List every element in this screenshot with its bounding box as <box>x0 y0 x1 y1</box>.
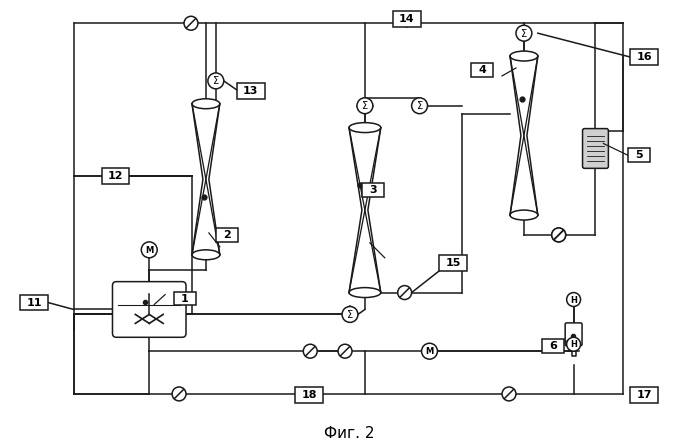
Text: 16: 16 <box>636 52 652 62</box>
Circle shape <box>502 387 516 401</box>
Text: 18: 18 <box>301 390 317 400</box>
Text: 17: 17 <box>636 390 652 400</box>
Text: 3: 3 <box>369 185 377 195</box>
Circle shape <box>552 228 565 242</box>
FancyBboxPatch shape <box>113 282 186 337</box>
Text: 2: 2 <box>223 230 231 240</box>
Circle shape <box>412 98 428 114</box>
Circle shape <box>398 286 412 300</box>
Ellipse shape <box>192 99 219 109</box>
Bar <box>628 148 650 162</box>
Text: 6: 6 <box>549 341 556 351</box>
Circle shape <box>552 228 565 242</box>
Text: 4: 4 <box>478 65 486 75</box>
FancyBboxPatch shape <box>582 129 608 168</box>
Circle shape <box>208 73 224 89</box>
Text: M: M <box>145 246 153 255</box>
Bar <box>237 83 264 99</box>
Circle shape <box>567 337 581 351</box>
Circle shape <box>303 344 317 358</box>
Text: 12: 12 <box>108 171 123 181</box>
Circle shape <box>342 306 358 323</box>
Bar <box>20 294 48 310</box>
Circle shape <box>184 16 198 30</box>
Text: H: H <box>570 296 577 305</box>
Text: 15: 15 <box>446 258 461 268</box>
Text: Σ: Σ <box>521 29 527 39</box>
Circle shape <box>141 242 157 258</box>
Ellipse shape <box>349 123 381 133</box>
Text: H: H <box>570 340 577 349</box>
Bar <box>362 183 384 197</box>
Bar <box>101 168 129 184</box>
Bar <box>630 49 658 65</box>
Text: Σ: Σ <box>417 101 423 111</box>
Ellipse shape <box>510 210 538 220</box>
Bar <box>471 63 493 77</box>
Ellipse shape <box>510 51 538 61</box>
Bar <box>630 387 658 403</box>
Circle shape <box>516 25 532 41</box>
Text: 13: 13 <box>243 86 259 96</box>
Text: Σ: Σ <box>362 101 368 111</box>
Bar <box>542 339 563 353</box>
Text: 1: 1 <box>181 293 189 304</box>
Circle shape <box>172 387 186 401</box>
Bar <box>174 292 196 306</box>
Text: 5: 5 <box>635 151 643 160</box>
Circle shape <box>567 293 581 306</box>
Circle shape <box>357 98 373 114</box>
Text: M: M <box>426 347 433 356</box>
Bar <box>440 255 467 271</box>
Ellipse shape <box>349 288 381 297</box>
Bar <box>296 387 323 403</box>
Circle shape <box>421 343 438 359</box>
Text: Σ: Σ <box>347 310 353 320</box>
Circle shape <box>338 344 352 358</box>
Bar <box>216 228 238 242</box>
Text: 14: 14 <box>399 14 415 24</box>
FancyBboxPatch shape <box>565 323 582 346</box>
Text: Фиг. 2: Фиг. 2 <box>324 426 374 441</box>
Text: 11: 11 <box>27 297 42 307</box>
Bar <box>393 11 421 27</box>
Text: Σ: Σ <box>212 77 219 86</box>
Ellipse shape <box>192 250 219 260</box>
